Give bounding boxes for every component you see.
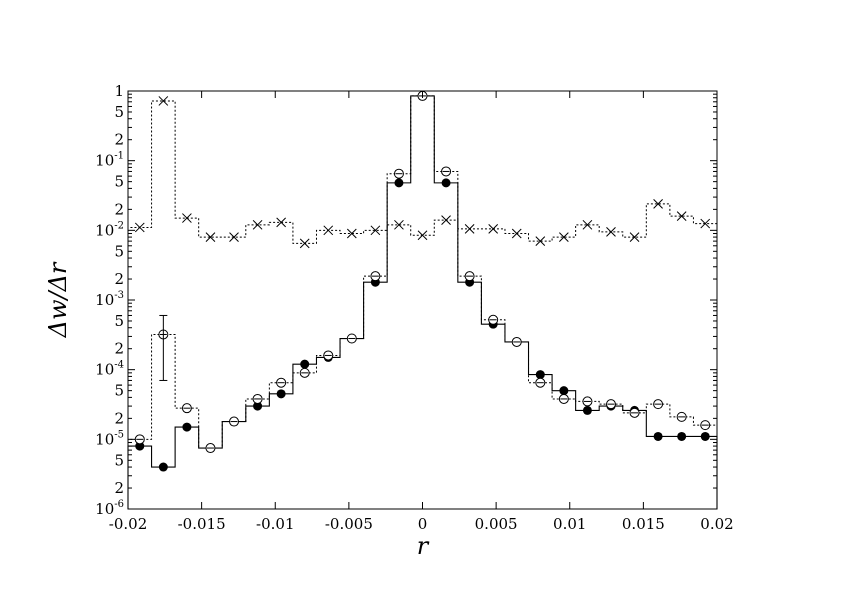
series-1-histogram	[127, 95, 718, 509]
cross-point	[346, 228, 357, 239]
y-minor-tick-label: 5	[114, 103, 124, 121]
cross-point	[559, 232, 569, 242]
x-tick-label: 0	[418, 515, 428, 533]
cross-point	[700, 218, 711, 229]
y-tick-label: 10-6	[95, 499, 124, 518]
filled-circle-point	[559, 386, 569, 396]
x-tick-label: 0.01	[553, 515, 586, 533]
y-minor-tick-label: 5	[114, 312, 124, 330]
filled-circle-point	[158, 462, 168, 472]
filled-circle-point	[135, 441, 145, 451]
y-tick-label: 10-5	[95, 429, 124, 448]
x-tick-label: 0.015	[622, 515, 665, 533]
filled-circle-point	[276, 389, 286, 399]
cross-point	[276, 217, 286, 228]
y-minor-tick-label: 2	[114, 270, 124, 288]
x-axis-title: r	[417, 532, 430, 560]
y-tick-label: 10-4	[95, 360, 124, 379]
cross-point	[158, 96, 169, 106]
y-minor-tick-label: 5	[114, 173, 124, 191]
cross-point	[606, 227, 616, 237]
cross-point	[370, 225, 381, 236]
cross-point	[582, 219, 593, 230]
cross-point	[299, 238, 310, 249]
x-tick-label: 0.005	[475, 515, 518, 533]
x-tick-label: -0.01	[256, 515, 294, 533]
plot-area	[127, 90, 718, 509]
cross-point	[464, 224, 475, 234]
y-tick-label: 10-3	[95, 290, 124, 309]
cross-point	[417, 230, 428, 241]
axes: -0.02 -0.015 -0.01 -0.005 0 0.005 0.01 0.015 0.0…	[95, 82, 734, 533]
y-minor-tick-label: 2	[114, 131, 124, 149]
y-minor-tick-label: 2	[114, 200, 124, 218]
cross-point	[676, 211, 687, 221]
cross-point	[182, 213, 192, 223]
filled-circle-point	[182, 422, 192, 432]
y-minor-tick-label: 5	[114, 451, 124, 469]
y-minor-tick-label: 5	[114, 382, 124, 400]
cross-point	[252, 219, 263, 230]
filled-circle-point	[677, 431, 687, 441]
x-tick-label: -0.005	[325, 515, 373, 533]
cross-point	[488, 224, 499, 234]
y-tick-label: 1	[114, 82, 124, 100]
cross-point	[205, 232, 216, 242]
cross-point	[229, 232, 239, 242]
cross-point	[653, 198, 663, 209]
cross-point	[394, 219, 404, 230]
x-tick-label: 0.02	[700, 515, 733, 533]
y-tick-label: 10-2	[95, 220, 124, 239]
filled-circle-point	[700, 431, 710, 441]
y-minor-tick-label: 5	[114, 242, 124, 260]
cross-point	[535, 236, 546, 246]
filled-circle-point	[535, 370, 545, 380]
y-axis-title: Δw/Δr	[44, 261, 72, 338]
filled-circle-point	[441, 178, 451, 188]
filled-circle-point	[394, 178, 404, 188]
cross-point	[323, 225, 334, 236]
cross-point	[511, 228, 522, 239]
filled-circle-point	[653, 431, 663, 441]
cross-point	[629, 232, 640, 242]
filled-circle-point	[582, 405, 592, 415]
y-tick-label: 10-1	[95, 151, 124, 170]
x-tick-label: -0.02	[109, 515, 147, 533]
y-minor-tick-label: 2	[114, 340, 124, 358]
cross-point	[441, 215, 451, 226]
cross-point	[134, 222, 145, 233]
x-tick-label: -0.015	[178, 515, 226, 533]
filled-circle-point	[253, 401, 263, 411]
y-minor-tick-label: 2	[114, 479, 124, 497]
y-minor-tick-label: 2	[114, 409, 124, 427]
filled-circle-point	[300, 359, 310, 369]
